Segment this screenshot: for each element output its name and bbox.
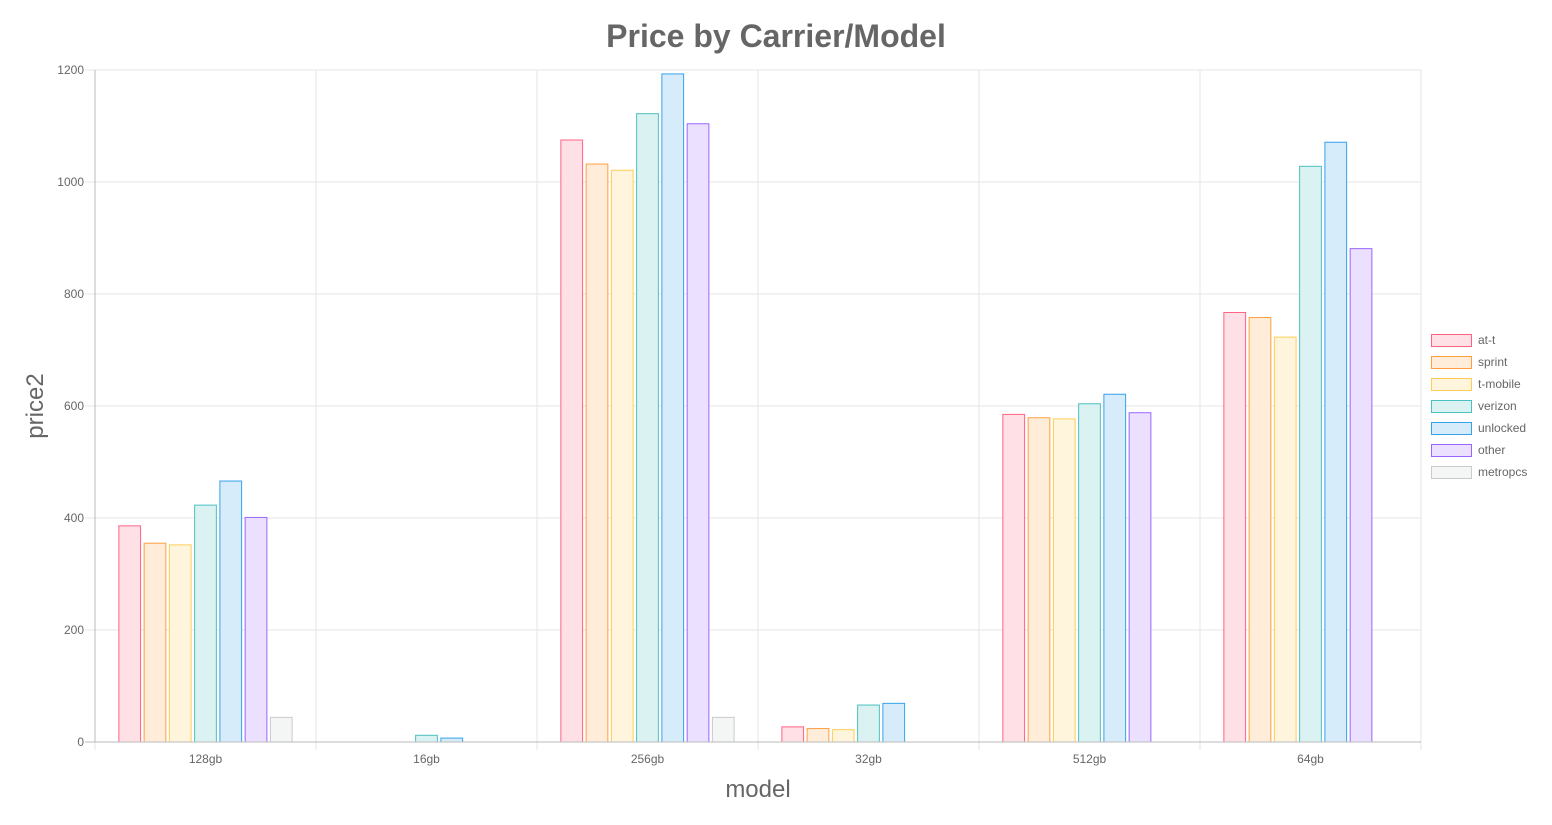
x-tick-label: 128gb bbox=[189, 752, 223, 766]
x-tick-label: 512gb bbox=[1073, 752, 1107, 766]
bar-verizon-32gb bbox=[857, 704, 880, 743]
y-tick-label: 400 bbox=[64, 511, 84, 525]
bar-other-512gb bbox=[1128, 412, 1152, 743]
bar-t-mobile-256gb bbox=[610, 169, 634, 743]
bar-at-t-32gb bbox=[781, 726, 805, 743]
bar-unlocked-128gb bbox=[219, 480, 243, 743]
bar-t-mobile-128gb bbox=[168, 544, 192, 743]
legend-label-sprint: sprint bbox=[1478, 355, 1508, 369]
bar-unlocked-512gb bbox=[1103, 393, 1127, 743]
y-tick-label: 200 bbox=[64, 623, 84, 637]
y-tick-label: 600 bbox=[64, 399, 84, 413]
x-tick-label: 256gb bbox=[631, 752, 665, 766]
bar-sprint-64gb bbox=[1248, 317, 1272, 743]
chart-title: Price by Carrier/Model bbox=[606, 18, 946, 54]
bar-unlocked-32gb bbox=[882, 702, 906, 743]
bar-other-256gb bbox=[686, 123, 710, 743]
bar-at-t-512gb bbox=[1002, 413, 1026, 743]
x-tick-label: 64gb bbox=[1297, 752, 1324, 766]
bar-sprint-512gb bbox=[1027, 417, 1051, 743]
y-tick-label: 1000 bbox=[57, 175, 84, 189]
y-tick-label: 1200 bbox=[57, 63, 84, 77]
legend-label-verizon: verizon bbox=[1478, 399, 1517, 413]
legend-label-metropcs: metropcs bbox=[1478, 465, 1527, 479]
axes: 0 200 400 600 800 1000 1200 128gb 16gb 256gb 32gb 5… bbox=[57, 63, 1421, 766]
bar-at-t-128gb bbox=[118, 525, 142, 743]
legend-swatch-t-mobile bbox=[1431, 378, 1472, 391]
y-tick-label: 0 bbox=[77, 735, 84, 749]
bar-verizon-512gb bbox=[1078, 403, 1101, 743]
y-tick-label: 800 bbox=[64, 287, 84, 301]
legend: at-t sprint t-mobile verizon unlocked other me… bbox=[1431, 333, 1527, 479]
bars bbox=[118, 73, 1373, 743]
bar-at-t-256gb bbox=[560, 139, 584, 743]
bar-sprint-128gb bbox=[143, 542, 167, 743]
bar-metropcs-256gb bbox=[711, 716, 735, 743]
bar-unlocked-16gb bbox=[440, 737, 464, 743]
bar-other-128gb bbox=[244, 516, 268, 743]
legend-swatch-other bbox=[1431, 444, 1472, 457]
legend-label-other: other bbox=[1478, 443, 1505, 457]
bar-metropcs-128gb bbox=[269, 716, 293, 743]
bar-sprint-32gb bbox=[806, 728, 830, 743]
bar-other-64gb bbox=[1349, 248, 1373, 743]
bar-verizon-256gb bbox=[636, 113, 659, 743]
legend-swatch-unlocked bbox=[1431, 422, 1472, 435]
grid-lines bbox=[85, 69, 1422, 750]
x-axis-title: model bbox=[725, 776, 790, 803]
bar-t-mobile-64gb bbox=[1273, 336, 1297, 743]
legend-swatch-sprint bbox=[1431, 356, 1472, 369]
bar-t-mobile-32gb bbox=[831, 729, 855, 743]
x-tick-label: 32gb bbox=[855, 752, 882, 766]
legend-swatch-metropcs bbox=[1431, 466, 1472, 479]
bar-sprint-256gb bbox=[585, 163, 609, 743]
legend-label-at-t: at-t bbox=[1478, 333, 1496, 347]
bar-verizon-128gb bbox=[194, 504, 217, 743]
x-tick-label: 16gb bbox=[413, 752, 440, 766]
bar-at-t-64gb bbox=[1223, 311, 1247, 743]
bar-unlocked-256gb bbox=[661, 73, 685, 743]
legend-swatch-verizon bbox=[1431, 400, 1472, 413]
legend-swatch-at-t bbox=[1431, 334, 1472, 347]
legend-label-t-mobile: t-mobile bbox=[1478, 377, 1521, 391]
y-axis-title: price2 bbox=[22, 373, 49, 438]
legend-label-unlocked: unlocked bbox=[1478, 421, 1526, 435]
bar-t-mobile-512gb bbox=[1052, 418, 1076, 743]
bar-unlocked-64gb bbox=[1324, 141, 1348, 743]
bar-verizon-16gb bbox=[415, 734, 438, 743]
bar-verizon-64gb bbox=[1299, 165, 1322, 743]
